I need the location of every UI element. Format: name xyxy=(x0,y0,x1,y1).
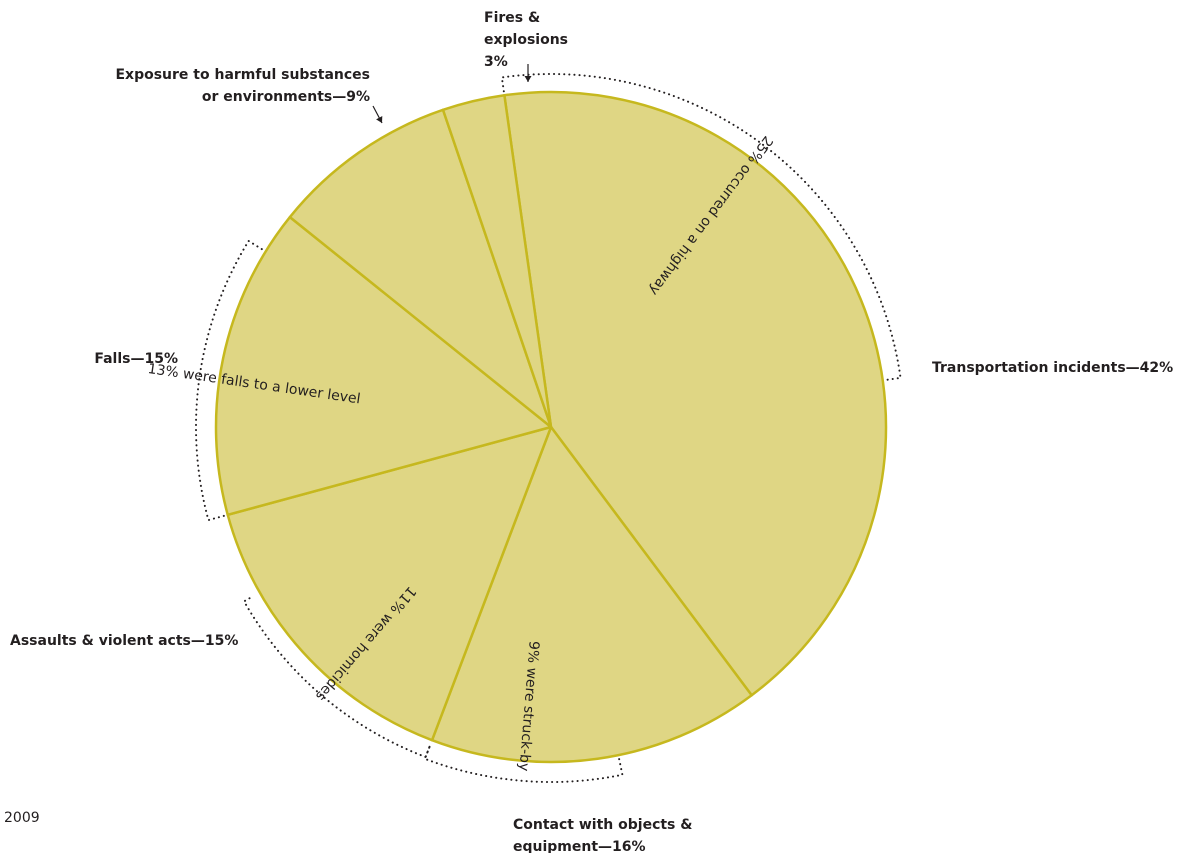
label-transportation-incidents: Transportation incidents—42% xyxy=(932,360,1173,376)
subset-brackets xyxy=(195,73,902,783)
label-falls: Falls—15% xyxy=(94,351,178,367)
label-assaults-and-violent-acts: Assaults & violent acts—15% xyxy=(10,633,238,649)
bracket-assaults-and-violent-acts xyxy=(242,595,431,759)
label-contact-with-objects-and-equipment: Contact with objects & equipment—16% xyxy=(513,817,692,853)
year-label: 2009 xyxy=(4,810,40,826)
pie-slice-falls xyxy=(214,215,553,517)
pie-slice-exposure-to-harmful-substances-or-environments xyxy=(288,108,553,429)
arrow-exposure-to-harmful-substances xyxy=(372,105,383,124)
bracket-contact-with-objects-and-equipment xyxy=(423,742,624,783)
arrow-fires-and-explosions xyxy=(524,64,532,82)
pie-slice-assaults-and-violent-acts xyxy=(226,425,553,742)
label-fires-and-explosions: Fires & explosions 3% xyxy=(484,10,568,70)
pie-slice-contact-with-objects-and-equipment xyxy=(430,425,753,764)
bracket-transportation-incidents xyxy=(500,73,902,381)
pie-slice-fires-and-explosions xyxy=(441,94,553,429)
pie-slices xyxy=(214,90,888,764)
category-labels: Transportation incidents—42% Contact with… xyxy=(10,10,1173,853)
pie-slice-transportation-incidents xyxy=(503,90,888,697)
label-exposure-to-harmful-substances-or-environments: Exposure to harmful substances or environ… xyxy=(115,67,370,105)
